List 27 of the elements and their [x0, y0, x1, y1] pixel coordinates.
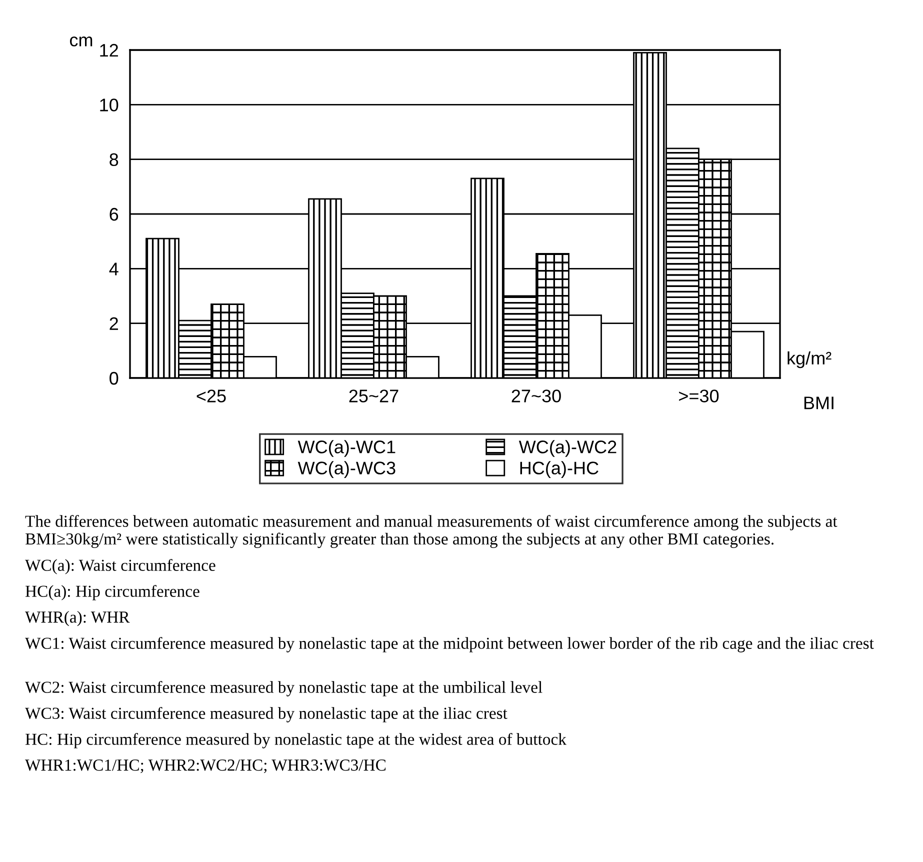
text: WC3: Waist circumference measured by nonelastic tape at the iliac crest: [25, 707, 508, 722]
y-axis-title: cm: [70, 36, 92, 46]
x-axis-title: BMI: [804, 396, 834, 410]
legend-label: WC(a)-WC1: [298, 440, 396, 457]
y-tick-label: 0: [110, 372, 118, 385]
text: HC(a): Hip circumference: [25, 585, 200, 600]
text: kg/m²: [788, 351, 832, 368]
y-tick-label: 12: [100, 44, 118, 57]
y-tick-label: 4: [109, 262, 118, 276]
text: WC2: Waist circumference measured by nonelastic tape at the umbilical level: [25, 681, 542, 696]
y-tick-label: 10: [100, 98, 118, 112]
y-tick-label: 8: [110, 153, 118, 166]
text: WC(a): Waist circumference: [25, 559, 216, 574]
y-tick-label: 2: [110, 317, 118, 330]
y-tick-label: 6: [110, 208, 118, 221]
text: The differences between automatic measurement and manual measurements of waist circumference among the subjects at BMI≥30kg/m² were statistically significantly greater than those among the subjects at any other BMI categories.: [25, 515, 838, 548]
text: WC1: Waist circumference measured by nonelastic tape at the midpoint between lower border of the rib cage and the iliac crest: [25, 637, 874, 652]
x-tick-label: 27~30: [512, 390, 561, 402]
legend-label: HC(a)-HC: [520, 461, 598, 478]
text: WHR(a): WHR: [25, 611, 130, 626]
x-tick-label: <25: [196, 390, 226, 402]
legend-label: WC(a)-WC3: [298, 461, 396, 478]
x-tick-label: >=30: [679, 390, 719, 402]
legend-label: WC(a)-WC2: [518, 440, 616, 457]
text: WHR1:WC1/HC; WHR2:WC2/HC; WHR3:WC3/HC: [25, 760, 386, 774]
x-tick-label: 25~27: [349, 390, 398, 402]
text: HC: Hip circumference measured by nonelastic tape at the widest area of buttock: [25, 733, 566, 748]
